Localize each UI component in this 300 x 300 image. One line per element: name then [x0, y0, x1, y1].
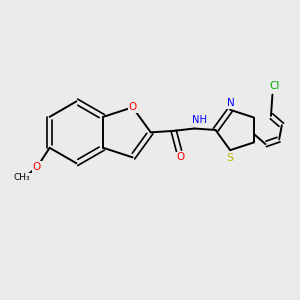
Text: N: N — [227, 98, 235, 108]
Text: O: O — [176, 152, 184, 162]
Text: Cl: Cl — [270, 81, 280, 92]
Text: O: O — [128, 102, 137, 112]
Text: S: S — [226, 152, 233, 163]
Text: NH: NH — [191, 115, 206, 125]
Text: CH₃: CH₃ — [14, 173, 30, 182]
Text: O: O — [32, 162, 41, 172]
